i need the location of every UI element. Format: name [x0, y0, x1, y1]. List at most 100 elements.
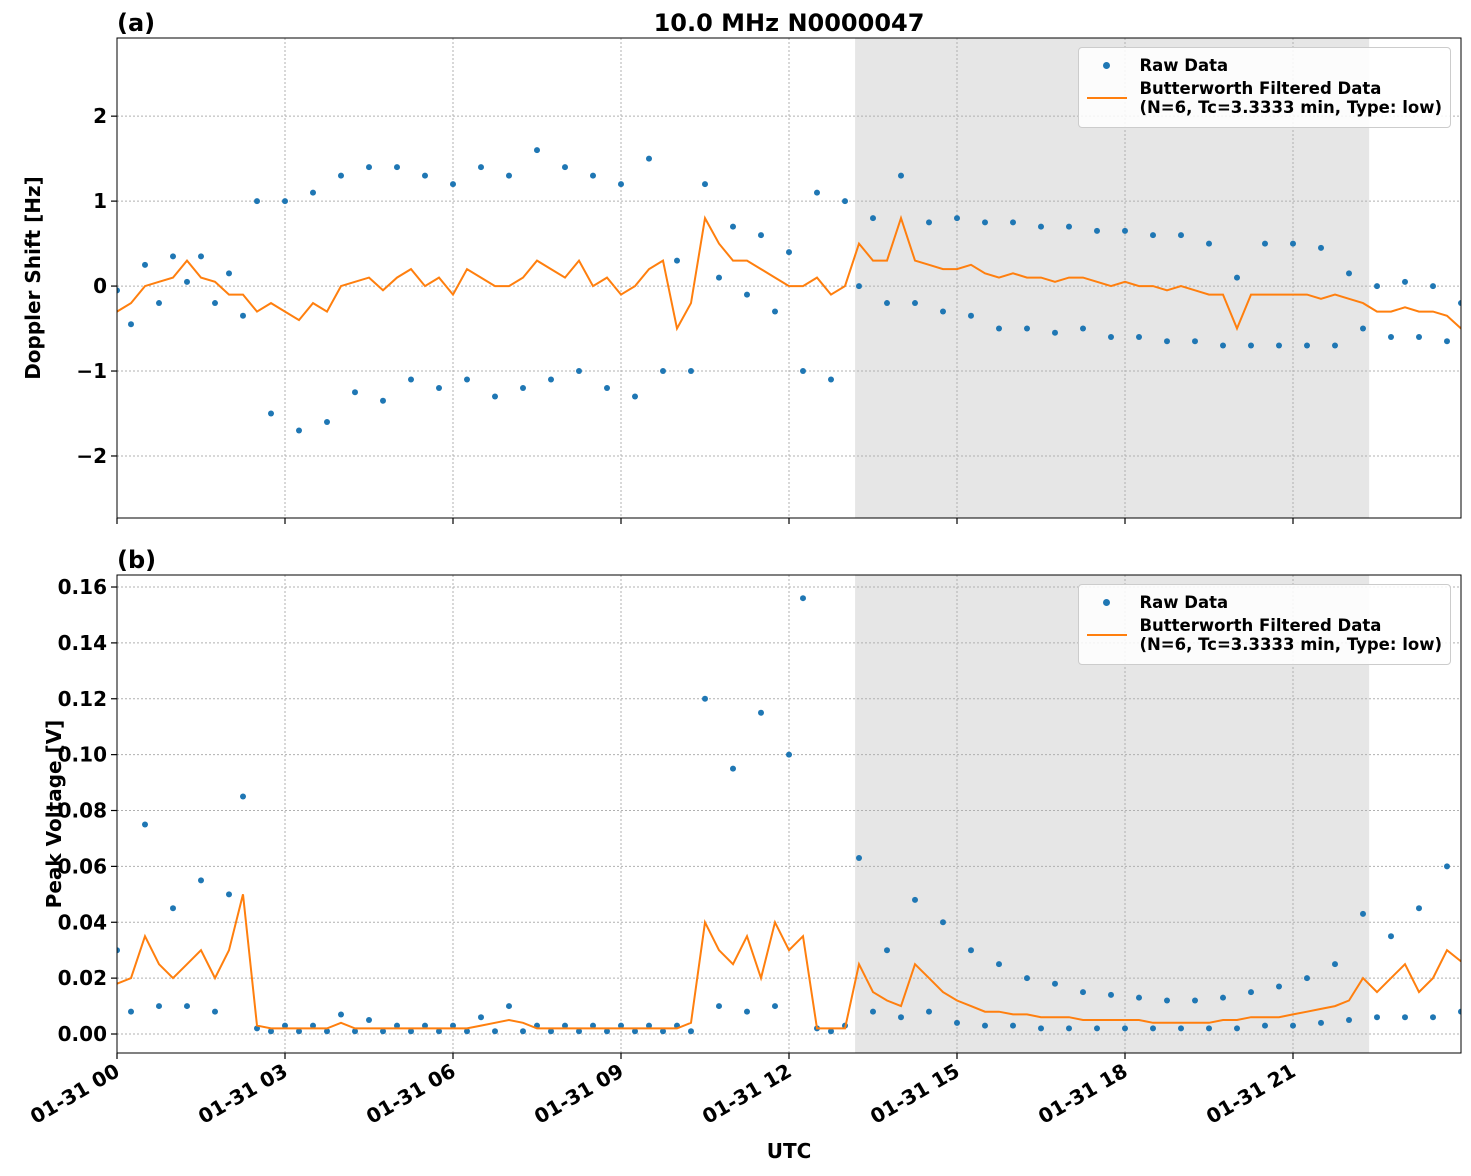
raw-point	[310, 1022, 316, 1029]
raw-point	[1318, 1019, 1324, 1026]
raw-point	[1024, 325, 1030, 332]
raw-point	[117, 287, 120, 294]
raw-point	[422, 172, 428, 179]
raw-point	[408, 376, 414, 383]
raw-point	[478, 1014, 484, 1021]
raw-point	[212, 1008, 218, 1015]
legend-entry: Raw Data	[1087, 593, 1442, 612]
raw-point	[576, 368, 582, 375]
filtered-line	[117, 214, 1461, 332]
raw-point	[646, 1022, 652, 1029]
raw-point	[268, 1028, 274, 1035]
raw-point	[170, 253, 176, 260]
raw-point	[1206, 1025, 1212, 1032]
raw-point	[982, 219, 988, 226]
legend-key	[1087, 593, 1127, 612]
raw-point	[128, 321, 134, 328]
raw-point	[282, 1022, 288, 1029]
y-tick-label: 0.02	[58, 966, 107, 990]
x-tick-label: 01-31 00	[26, 1059, 124, 1129]
raw-point	[842, 198, 848, 205]
raw-point	[1164, 338, 1170, 345]
x-tick-label: 01-31 03	[194, 1059, 292, 1129]
raw-point	[870, 1008, 876, 1015]
panel-label: (b)	[117, 546, 156, 574]
raw-point	[884, 947, 890, 954]
legend-label: Raw Data	[1139, 56, 1229, 75]
raw-point	[212, 300, 218, 307]
raw-point	[1052, 329, 1058, 336]
y-tick-label: 2	[93, 104, 107, 128]
raw-point	[117, 947, 120, 954]
x-tick-label: 01-31 06	[362, 1059, 460, 1129]
raw-point	[352, 1028, 358, 1035]
raw-point	[632, 393, 638, 400]
axes-frame	[116, 37, 1462, 519]
raw-point	[1388, 933, 1394, 940]
raw-point	[1402, 278, 1408, 285]
raw-point	[1192, 338, 1198, 345]
raw-point	[926, 1008, 932, 1015]
raw-point	[632, 1028, 638, 1035]
y-tick-label: 0.04	[58, 910, 107, 934]
raw-point	[240, 793, 246, 800]
raw-point	[548, 376, 554, 383]
raw-point	[338, 1011, 344, 1018]
raw-point	[688, 1028, 694, 1035]
raw-point	[1248, 342, 1254, 349]
raw-point	[856, 855, 862, 862]
raw-point	[716, 274, 722, 281]
raw-point	[562, 1022, 568, 1029]
raw-point	[1234, 274, 1240, 281]
y-tick-label: 0	[93, 274, 107, 298]
plot-area	[117, 147, 1461, 434]
raw-point	[142, 261, 148, 268]
raw-point	[1416, 905, 1422, 912]
raw-point	[646, 155, 652, 162]
raw-point	[604, 1028, 610, 1035]
raw-point	[1066, 1025, 1072, 1032]
raw-point	[1164, 997, 1170, 1004]
raw-point	[856, 283, 862, 290]
raw-point	[1080, 989, 1086, 996]
raw-point	[1290, 240, 1296, 247]
raw-point	[184, 278, 190, 285]
y-tick-label: −2	[76, 444, 107, 468]
raw-point	[1332, 342, 1338, 349]
raw-point	[1304, 342, 1310, 349]
raw-point	[352, 389, 358, 396]
raw-point	[800, 595, 806, 602]
raw-point	[1038, 1025, 1044, 1032]
raw-point	[492, 1028, 498, 1035]
raw-point	[618, 1022, 624, 1029]
raw-point	[1346, 270, 1352, 277]
raw-point	[954, 215, 960, 222]
raw-point	[1108, 334, 1114, 341]
y-tick-label: 0.10	[58, 743, 107, 767]
panel-label: (a)	[117, 9, 155, 37]
raw-point	[128, 1008, 134, 1015]
legend: Raw Data Butterworth Filtered Data (N=6, …	[1078, 47, 1451, 128]
raw-point	[1066, 223, 1072, 230]
raw-point	[506, 1003, 512, 1010]
y-tick-label: 0.14	[58, 631, 107, 655]
raw-point	[1374, 283, 1380, 290]
raw-point	[814, 189, 820, 196]
raw-point	[744, 291, 750, 298]
raw-point	[576, 1028, 582, 1035]
raw-point	[562, 164, 568, 171]
raw-point	[1038, 223, 1044, 230]
raw-point	[226, 270, 232, 277]
raw-point	[1444, 338, 1450, 345]
x-tick-label: 01-31 15	[866, 1059, 964, 1129]
raw-point	[1052, 980, 1058, 987]
raw-point	[380, 1028, 386, 1035]
raw-point	[660, 1028, 666, 1035]
legend-marker	[1103, 62, 1111, 69]
y-axis-label: Peak Voltage [V]	[42, 720, 66, 909]
raw-point	[1276, 983, 1282, 990]
raw-point	[492, 393, 498, 400]
raw-point	[310, 189, 316, 196]
legend: Raw Data Butterworth Filtered Data (N=6, …	[1078, 584, 1451, 665]
raw-point	[968, 947, 974, 954]
